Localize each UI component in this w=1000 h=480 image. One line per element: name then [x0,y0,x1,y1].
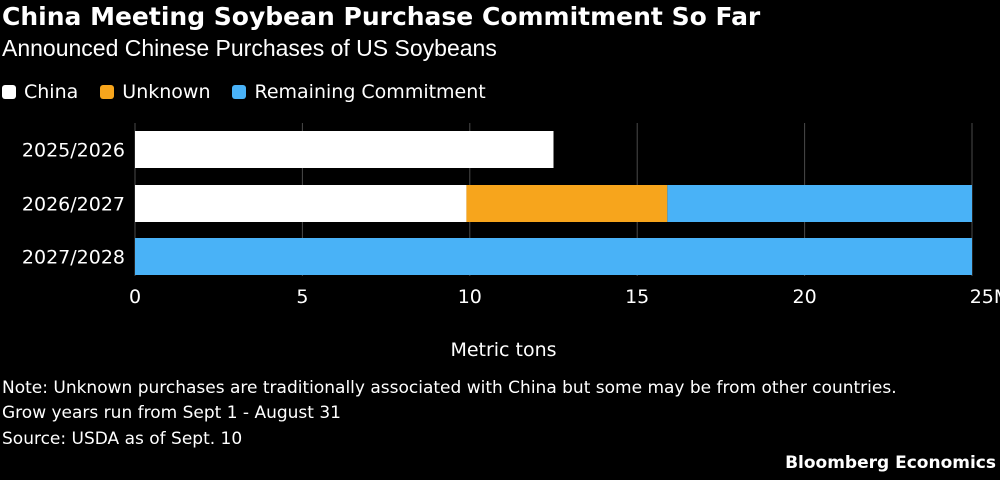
legend-label-unknown: Unknown [122,81,211,103]
legend-label-china: China [24,81,79,103]
x-tick-label-5: 25M [970,286,1000,308]
source-note: Source: USDA as of Sept. 10 [2,429,243,449]
legend-swatch-china [2,85,16,99]
legend: China Unknown Remaining Commitment [2,81,508,103]
legend-label-remaining: Remaining Commitment [254,81,486,103]
x-tick-label-4: 20 [793,286,817,308]
legend-item-china: China [2,81,78,103]
bar-2026-2027-unknown [466,185,668,222]
legend-item-unknown: Unknown [100,81,210,103]
brand-label: Bloomberg Economics [785,453,996,473]
note-line-1: Note: Unknown purchases are traditionall… [2,378,897,398]
category-label-1: 2026/2027 [22,194,125,216]
bar-2026-2027-china [135,185,467,222]
bar-2025-2026-china [135,131,554,168]
x-tick-label-1: 5 [296,286,308,308]
category-label-2: 2027/2028 [22,247,125,269]
chart-subtitle: Announced Chinese Purchases of US Soybea… [2,35,497,61]
bar-2027-2028-remaining-commitment [135,238,972,275]
x-tick-label-3: 15 [625,286,649,308]
note-line-2: Grow years run from Sept 1 - August 31 [2,403,341,423]
legend-swatch-remaining [232,85,247,99]
legend-item-remaining: Remaining Commitment [232,81,486,103]
x-axis-label: Metric tons [450,339,556,361]
x-tick-label-0: 0 [129,286,141,308]
x-tick-label-2: 10 [458,286,482,308]
category-label-0: 2025/2026 [22,140,125,162]
bar-2026-2027-remaining-commitment [667,185,972,222]
legend-swatch-unknown [100,85,115,99]
chart-title: China Meeting Soybean Purchase Commitmen… [2,2,761,31]
